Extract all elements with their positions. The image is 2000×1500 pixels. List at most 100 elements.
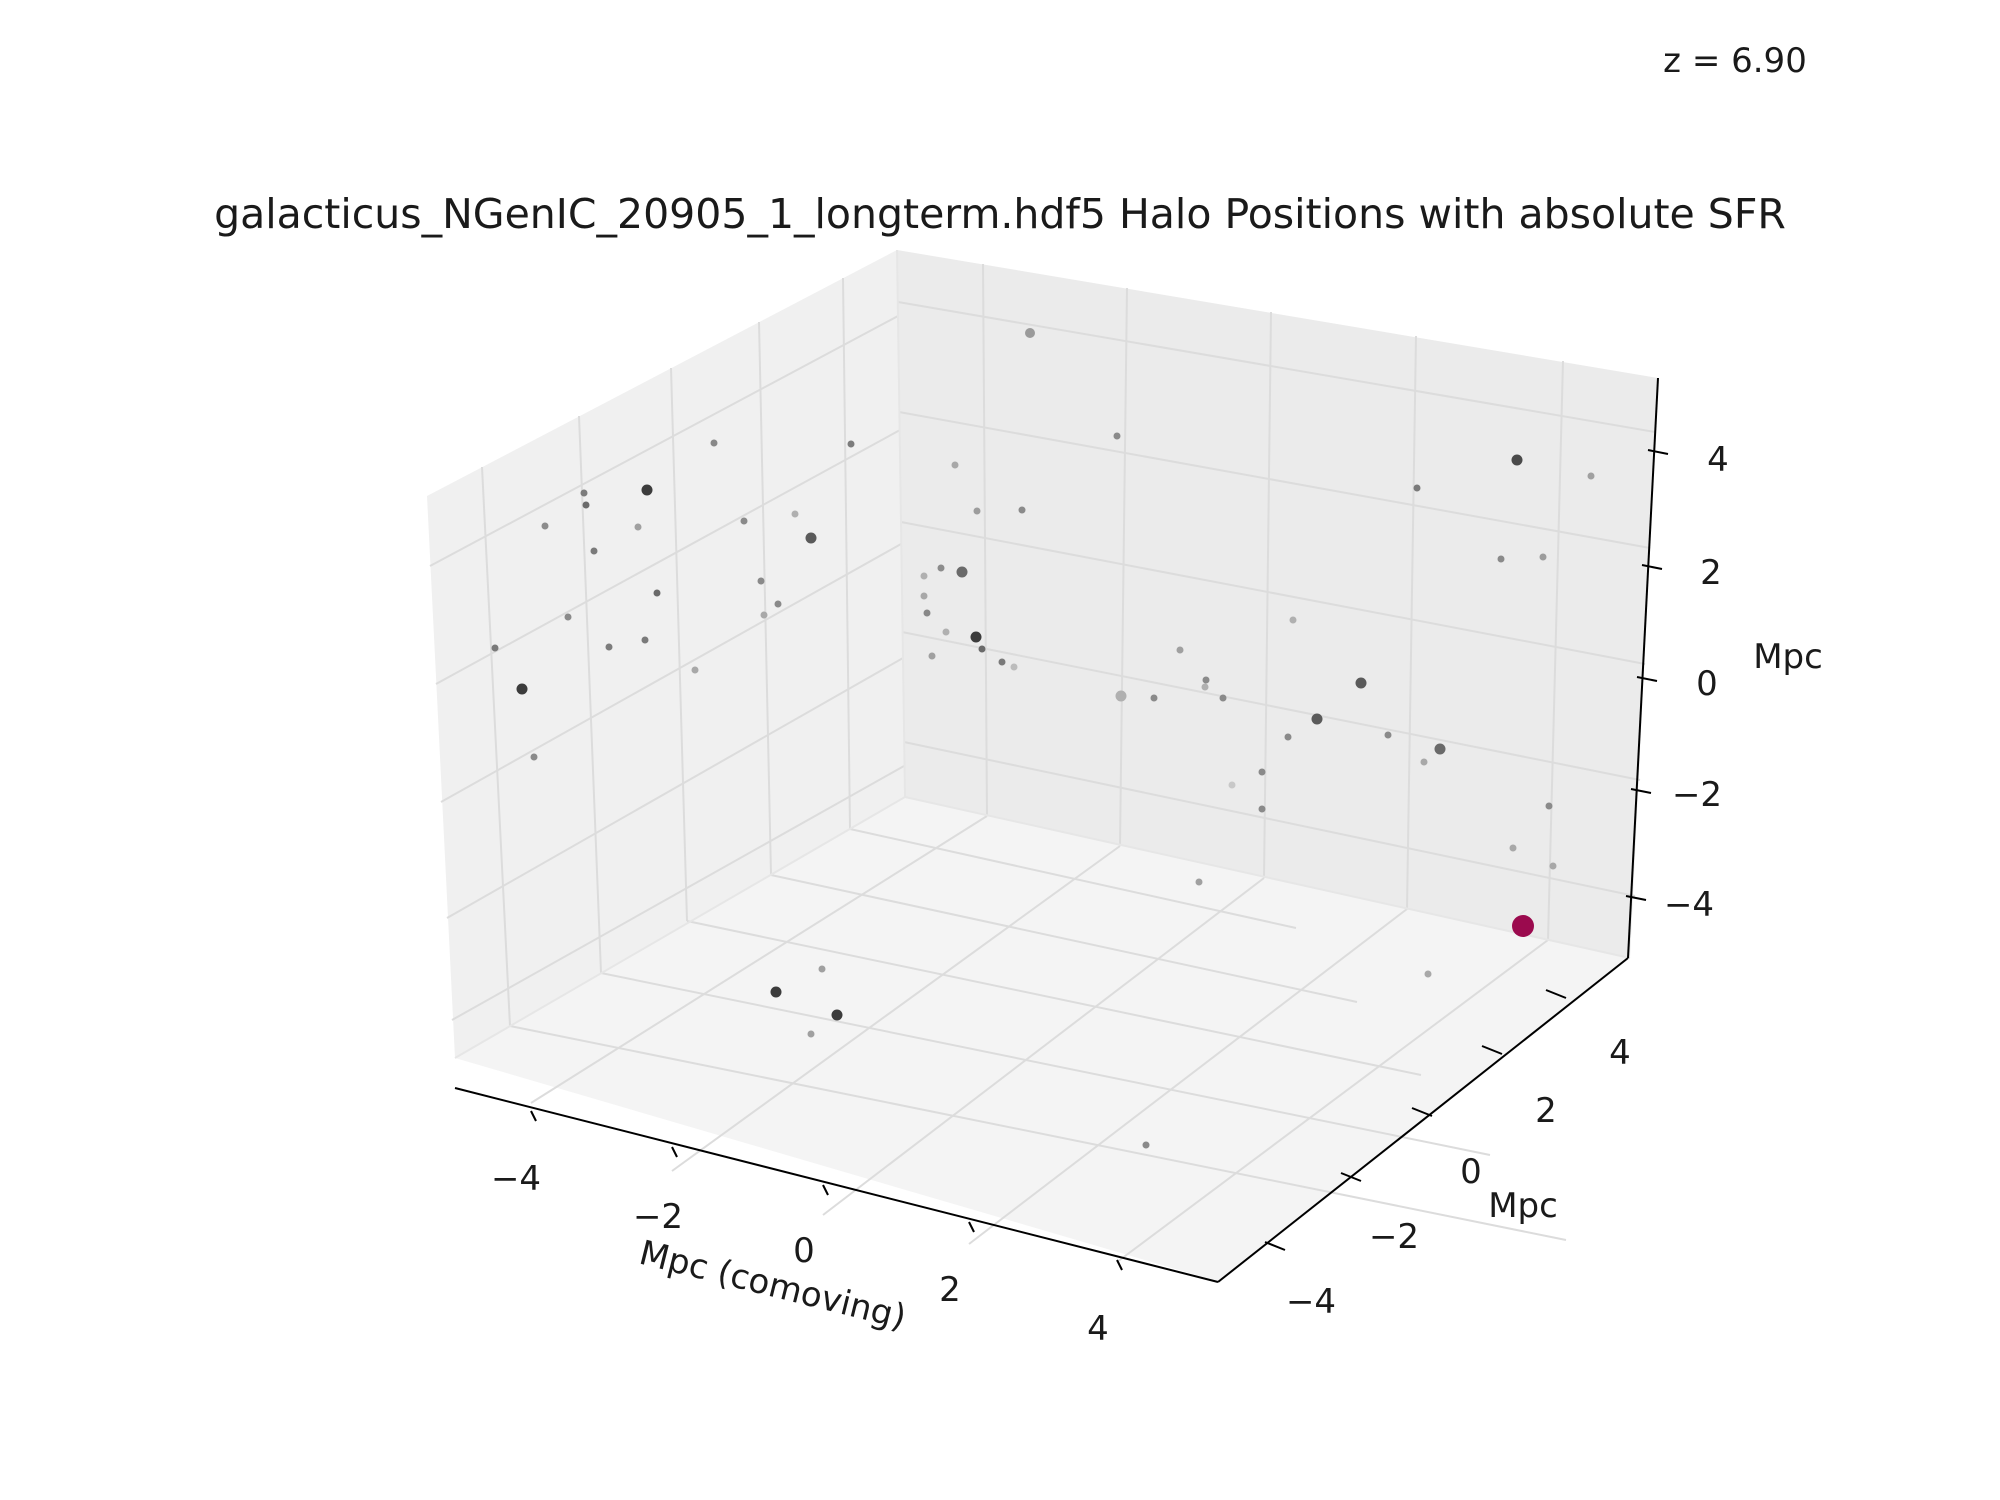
data-point	[582, 501, 590, 509]
grid-line	[509, 1025, 1567, 1241]
data-point	[1142, 1141, 1150, 1149]
y-tick-label: −2	[1369, 1217, 1419, 1257]
data-point	[791, 510, 799, 518]
data-point	[1545, 802, 1553, 810]
data-point	[580, 489, 588, 497]
z-tick-label: 4	[1707, 440, 1729, 480]
data-point	[928, 652, 936, 660]
grid-line	[600, 972, 1491, 1156]
grid-line	[968, 908, 1408, 1245]
data-points	[491, 328, 1595, 1149]
x-tick-mark	[822, 1184, 829, 1196]
x-axis-line	[454, 1087, 1219, 1283]
data-point	[774, 600, 782, 608]
data-point	[1228, 781, 1236, 789]
grid-line	[982, 263, 988, 817]
data-point	[1587, 472, 1595, 480]
grid-line	[898, 411, 1651, 549]
grid-line	[530, 815, 988, 1104]
data-point	[920, 572, 928, 580]
x-axis-label: Mpc (comoving)	[635, 1233, 910, 1338]
data-point	[1355, 677, 1367, 689]
x-tick-labels: −4 −2 0 2 4	[491, 1159, 1109, 1349]
data-point	[1424, 970, 1432, 978]
z-tick-label: −2	[1672, 775, 1722, 815]
data-point	[564, 613, 572, 621]
data-point	[805, 532, 817, 544]
grid-line	[1547, 360, 1564, 941]
z-tick-label: 2	[1700, 553, 1722, 593]
data-point	[634, 523, 642, 531]
z-tick-mark	[1636, 676, 1658, 682]
pane-edges	[454, 249, 1631, 1059]
left-pane	[427, 250, 905, 1058]
data-point	[937, 564, 945, 572]
data-point	[491, 644, 499, 652]
data-point	[973, 507, 981, 515]
grid-line	[1263, 311, 1272, 879]
pane-edge	[454, 796, 906, 1059]
z-tick-mark	[1625, 895, 1647, 901]
data-point	[1150, 694, 1158, 702]
data-point	[691, 666, 699, 674]
data-point	[590, 547, 598, 555]
data-point	[653, 589, 661, 597]
data-point	[605, 643, 613, 651]
y-tick-mark	[1264, 1241, 1286, 1251]
data-point	[1195, 878, 1203, 886]
data-point	[710, 439, 718, 447]
axis-lines	[454, 377, 1659, 1283]
grid-line	[897, 301, 1656, 433]
x-tick-mark	[530, 1110, 537, 1122]
grid-line	[903, 741, 1636, 897]
data-point	[770, 986, 782, 998]
data-point	[1176, 646, 1184, 654]
data-point	[956, 566, 968, 578]
data-point	[1258, 768, 1266, 776]
data-point	[1511, 454, 1523, 466]
y-tick-label: −4	[1286, 1282, 1336, 1322]
grid-line	[770, 874, 1358, 1003]
y-tick-mark	[1481, 1045, 1503, 1055]
data-point	[1219, 694, 1227, 702]
data-point	[516, 683, 528, 695]
data-point	[1113, 432, 1121, 440]
axis-ticks	[530, 449, 1669, 1271]
data-point	[1115, 690, 1127, 702]
z-tick-labels: −4 −2 0 2 4	[1664, 440, 1729, 925]
data-point	[920, 592, 928, 600]
grid-line	[670, 367, 688, 922]
grid-line	[901, 631, 1641, 781]
data-point	[1549, 862, 1557, 870]
data-point	[1311, 713, 1323, 725]
y-tick-label: 2	[1535, 1091, 1557, 1131]
y-tick-label: 0	[1460, 1152, 1482, 1192]
grid-line	[440, 543, 902, 803]
x-tick-mark	[671, 1146, 678, 1158]
chart-title: galacticus_NGenIC_20905_1_longterm.hdf5 …	[214, 190, 1786, 238]
data-point	[847, 440, 855, 448]
data-point	[1010, 663, 1018, 671]
y-tick-mark	[1545, 989, 1567, 999]
data-point	[1284, 733, 1292, 741]
data-point	[641, 484, 653, 496]
redshift-annotation: z = 6.90	[1663, 41, 1807, 81]
data-point	[1413, 484, 1421, 492]
z-tick-mark	[1641, 564, 1663, 570]
z-axis-line	[1627, 377, 1659, 959]
grid-line	[900, 521, 1646, 665]
data-point	[1025, 328, 1035, 338]
data-point	[978, 645, 986, 653]
z-tick-mark	[1630, 788, 1652, 794]
grid-line	[1406, 335, 1417, 910]
x-tick-label: 4	[1087, 1309, 1109, 1349]
grid-line	[822, 877, 1265, 1216]
x-tick-label: 2	[939, 1270, 961, 1310]
data-point	[1018, 506, 1026, 514]
y-axis-label: Mpc	[1488, 1186, 1558, 1226]
data-point	[1509, 844, 1517, 852]
z-tick-label: −4	[1664, 885, 1714, 925]
grid-line	[446, 657, 904, 919]
y-tick-label: 4	[1609, 1033, 1631, 1073]
grid-line	[849, 828, 1297, 929]
